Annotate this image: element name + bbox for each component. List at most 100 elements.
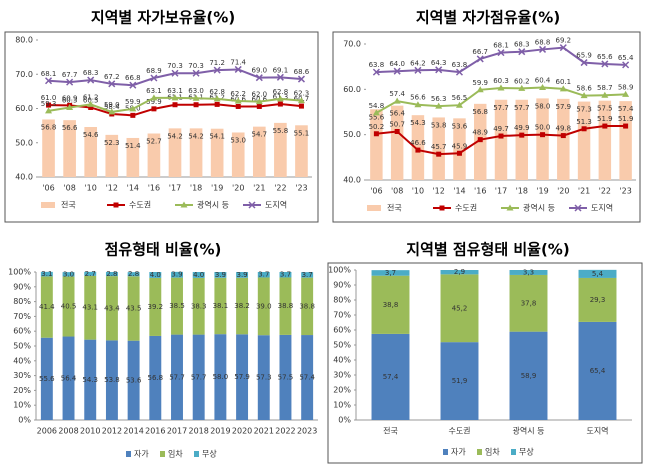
value-label: 68.3 <box>514 41 530 49</box>
value-label: 38.3 <box>191 302 207 310</box>
value-label: 3.7 <box>258 271 269 279</box>
bar <box>619 101 632 180</box>
value-label: 54.3 <box>82 376 98 384</box>
value-label: 63.8 <box>452 61 468 69</box>
value-label: 62.2 <box>230 90 246 98</box>
value-label: 46.6 <box>410 139 426 147</box>
x-tick-label: 2008 <box>58 427 78 436</box>
x-tick-label: 2014 <box>123 427 143 436</box>
value-label: 64.2 <box>410 59 426 67</box>
bar-segment <box>62 272 75 277</box>
value-label: 57.3 <box>256 374 272 382</box>
bar-segment <box>105 340 118 420</box>
value-label: 53.8 <box>431 121 447 129</box>
bar <box>515 99 528 180</box>
value-label: 71.4 <box>230 58 246 66</box>
value-label: 49.7 <box>493 125 509 133</box>
marker <box>476 86 484 93</box>
value-label: 45.7 <box>431 143 447 151</box>
marker <box>87 100 95 107</box>
marker <box>150 74 158 82</box>
legend-label: 도지역 <box>591 203 613 213</box>
marker <box>130 112 136 118</box>
marker <box>192 94 200 101</box>
marker <box>192 69 200 77</box>
value-label: 63.1 <box>146 87 162 95</box>
value-label: 65,4 <box>590 367 606 375</box>
value-label: 56.8 <box>472 108 488 116</box>
bar <box>494 99 508 180</box>
bar-segment <box>236 277 249 335</box>
x-tick-label: 2016 <box>145 427 165 436</box>
value-label: 53.6 <box>126 376 142 384</box>
value-label: 49.9 <box>514 124 530 132</box>
marker <box>393 67 401 75</box>
panel-frame <box>332 31 641 223</box>
legend-swatch <box>443 449 448 455</box>
legend-label: 도지역 <box>265 200 287 210</box>
x-tick-label: '23 <box>619 187 631 196</box>
x-tick-label: '23 <box>295 184 307 193</box>
bar-segment <box>84 339 97 420</box>
x-tick-label: '21 <box>253 184 265 193</box>
y-tick-label: 60.0 <box>15 104 33 113</box>
value-label: 4.0 <box>150 271 161 279</box>
marker <box>477 137 483 143</box>
bar-segment <box>105 272 118 277</box>
marker <box>622 61 630 69</box>
value-label: 57.7 <box>514 104 530 112</box>
value-label: 55.8 <box>273 127 289 135</box>
marker <box>87 76 95 84</box>
value-label: 2.8 <box>128 270 139 278</box>
y-tick-label: 80% <box>333 296 351 305</box>
y-tick-label: 0% <box>338 416 351 425</box>
value-label: 58.0 <box>535 102 551 110</box>
y-tick-label: 0% <box>18 416 31 425</box>
bar <box>105 134 119 177</box>
marker <box>214 101 220 107</box>
bar-segment <box>371 275 410 334</box>
marker <box>622 90 630 97</box>
value-label: 3.7 <box>280 271 291 279</box>
marker <box>394 128 400 134</box>
value-label: 39.0 <box>256 302 272 310</box>
marker <box>297 97 305 104</box>
bar-segment <box>509 270 548 275</box>
value-label: 3.7 <box>302 271 313 279</box>
x-tick-label: '18 <box>190 184 202 193</box>
y-tick-label: 40% <box>333 356 351 365</box>
bar <box>42 119 55 177</box>
y-tick-label: 60.0 <box>343 85 361 94</box>
x-tick-label: '06 <box>370 187 382 196</box>
value-label: 61.0 <box>41 94 57 102</box>
marker <box>150 94 158 101</box>
legend-label: 임차 <box>485 448 500 457</box>
value-label: 51.9 <box>618 115 634 123</box>
bar-segment <box>40 337 53 420</box>
marker <box>601 91 609 98</box>
value-label: 53.8 <box>104 376 120 384</box>
y-tick-label: 40% <box>13 356 31 365</box>
x-tick-label: 2012 <box>102 427 122 436</box>
value-label: 3,3 <box>523 268 534 276</box>
chart-title: 점유형태 비율(%) <box>105 241 222 259</box>
value-label: 57.5 <box>597 105 613 113</box>
bar-segment <box>257 277 270 336</box>
marker <box>518 48 526 56</box>
marker <box>45 107 53 114</box>
marker <box>456 150 462 156</box>
panel-frame <box>327 262 643 464</box>
x-tick-label: 2010 <box>80 427 100 436</box>
bar <box>84 126 98 177</box>
value-label: 48.9 <box>472 129 488 137</box>
bar-segment <box>171 334 183 420</box>
value-label: 4.0 <box>193 271 204 279</box>
bar <box>189 128 203 177</box>
marker <box>234 97 242 104</box>
x-tick-label: '10 <box>84 184 96 193</box>
value-label: 41.4 <box>39 303 55 311</box>
marker <box>415 147 421 153</box>
marker <box>435 66 443 74</box>
y-tick-label: 30% <box>333 371 351 380</box>
value-label: 68.3 <box>83 69 99 77</box>
